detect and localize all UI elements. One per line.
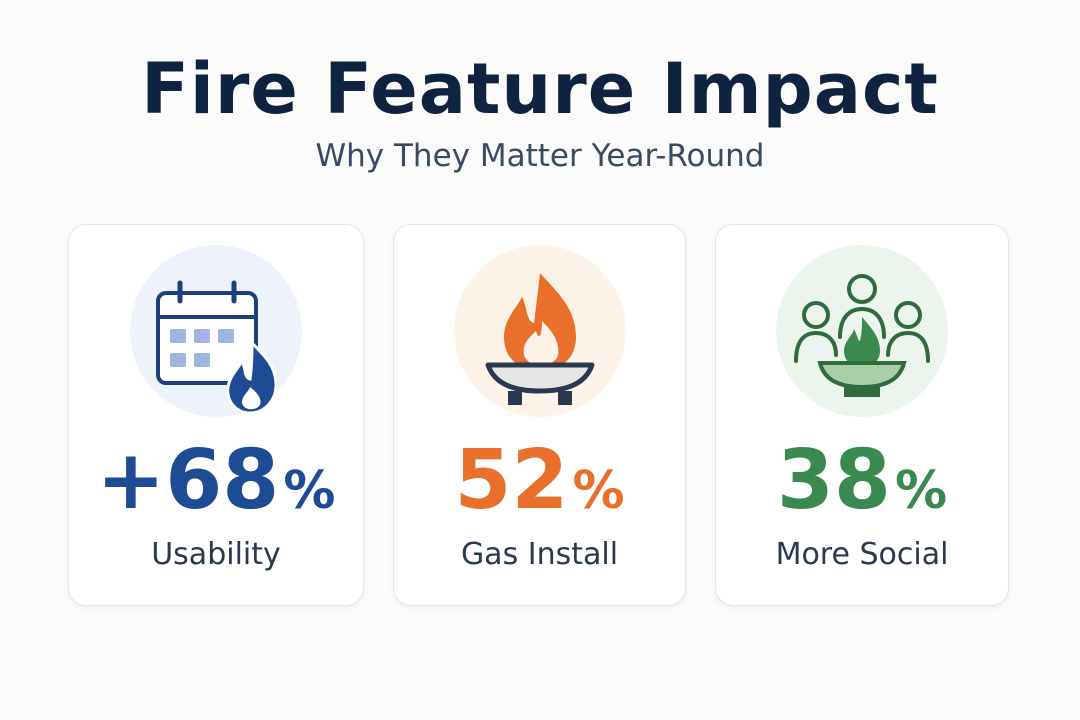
stat-number: 38 (776, 433, 891, 528)
stat-unit: % (572, 461, 625, 521)
title: Fire Feature Impact (141, 48, 939, 130)
stat-card: 38% More Social (715, 224, 1009, 606)
stat-label: More Social (775, 537, 949, 572)
stat-label: Gas Install (460, 537, 619, 572)
subtitle: Why They Matter Year-Round (315, 138, 765, 174)
calendar-icon (130, 245, 302, 417)
social-icon (776, 245, 948, 417)
stat-number: 52 (454, 433, 569, 528)
stat-card: 52% Gas Install (393, 224, 686, 606)
fire-bowl-icon (453, 245, 626, 417)
stat-value: 52% (394, 440, 685, 522)
stat-unit: % (283, 461, 336, 521)
stat-label: Usability (151, 537, 281, 572)
stat-card: +68% Usability (68, 224, 364, 606)
stat-value: 38% (716, 440, 1008, 522)
stat-number: +68 (96, 433, 280, 528)
stat-unit: % (895, 461, 948, 521)
stat-value: +68% (69, 440, 363, 522)
